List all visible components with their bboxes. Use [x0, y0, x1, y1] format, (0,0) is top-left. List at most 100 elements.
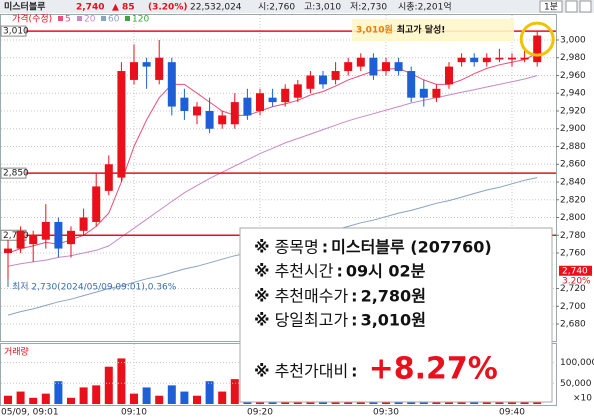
y-tick-label: 2,780 — [560, 231, 586, 241]
candle-body — [470, 57, 479, 63]
price-line-box — [0, 167, 27, 179]
x-tick-label: 09:10 — [121, 408, 147, 418]
candle-body — [67, 230, 75, 245]
price-line-box — [0, 25, 27, 37]
change: ▲ 85 — [112, 3, 135, 13]
y-tick-label: 2,760 — [560, 249, 586, 259]
volume-bar — [16, 391, 25, 404]
volume-bar — [130, 393, 138, 404]
info-value: 미스터블루 (207760) — [331, 238, 492, 257]
candle-body — [331, 71, 340, 80]
volume-bar — [218, 391, 227, 404]
candle-body — [130, 62, 138, 80]
info-label: 종목명 — [275, 238, 319, 257]
price-line-label: 2,780 — [3, 231, 29, 241]
candle-body — [482, 57, 491, 63]
candle-body — [533, 35, 542, 63]
volume-bar — [79, 387, 88, 404]
info-label: 추천시간 — [275, 262, 334, 281]
candle-body — [243, 97, 252, 116]
info-separator: : — [351, 287, 357, 306]
legend-label: 5 — [65, 15, 71, 25]
candle-body — [167, 62, 176, 107]
candle-body — [407, 71, 416, 98]
y-tick-label: 2,940 — [560, 89, 586, 99]
candle-body — [205, 110, 214, 129]
volume-bar — [193, 395, 201, 404]
x-tick-label: 09:20 — [247, 408, 273, 418]
candle-body — [16, 230, 25, 249]
button[interactable] — [565, 0, 578, 13]
candle-body — [495, 57, 504, 60]
volume-tick-label: 50,000 — [560, 379, 592, 389]
market-cap: 시총:2,201억 — [398, 1, 452, 13]
info-label: 추천매수가 — [275, 287, 349, 306]
y-tick-label: 2,860 — [560, 160, 586, 170]
candle-body — [344, 62, 353, 72]
low-annotation: 최저 2,730(2024/05/09,09:01),0.36% — [12, 282, 177, 293]
info-bullet: ※ — [254, 262, 270, 281]
x-tick-label: 09:30 — [373, 408, 399, 418]
legend-label: 60 — [108, 15, 120, 25]
callout-value: 3,010원 — [356, 24, 393, 36]
y-tick-label: 2,880 — [560, 142, 586, 152]
rate: (3.20%) — [148, 3, 187, 13]
legend-label: 120 — [132, 15, 149, 25]
volume-bar — [41, 393, 50, 404]
volume-title: 거래량 — [4, 346, 29, 358]
info-separator: : — [351, 311, 357, 330]
info-bullet: ※ — [254, 362, 270, 381]
info-bullet: ※ — [254, 287, 270, 306]
high-price: 고:3,010 — [304, 3, 341, 13]
volume-bar — [67, 397, 75, 404]
info-label: 당일최고가 — [275, 311, 349, 330]
candle-body — [319, 75, 327, 85]
current-change-label: 3.20% — [562, 276, 591, 286]
y-tick-label: 2,960 — [560, 71, 586, 81]
info-value: 2,780원 — [361, 287, 426, 306]
candle-body — [256, 93, 264, 111]
candle-body — [306, 75, 315, 89]
volume-bar — [104, 366, 113, 404]
info-label: 추천가대비 — [275, 362, 349, 381]
moving-average-line — [7, 75, 538, 267]
volume-bar — [4, 395, 12, 404]
candle-body — [356, 57, 365, 67]
current-price-box — [559, 265, 592, 276]
volume-bar — [142, 387, 151, 404]
volume-tick-label: 100,000 — [560, 358, 594, 368]
legend-swatch — [58, 16, 63, 21]
volume-bar — [29, 397, 38, 404]
volume-bar — [155, 395, 164, 404]
info-value: +8.27% — [369, 352, 498, 387]
y-tick-label: 2,800 — [560, 213, 586, 223]
y-tick-label: 2,720 — [560, 284, 586, 294]
callout-bg — [352, 19, 514, 41]
legend-swatch — [77, 16, 82, 21]
info-value: 3,010원 — [361, 311, 426, 330]
candle-body — [193, 106, 201, 116]
candle-body — [79, 217, 88, 231]
volume-bar — [92, 385, 101, 404]
y-tick-label: 2,700 — [560, 302, 586, 312]
interval-button[interactable] — [539, 0, 563, 13]
y-tick-label: 2,820 — [560, 195, 586, 205]
price-line-box — [0, 229, 27, 241]
candle-body — [230, 102, 239, 125]
candle-body — [92, 186, 101, 222]
info-box — [239, 227, 553, 403]
price: 2,740 — [76, 3, 104, 13]
y-tick-label: 2,840 — [560, 178, 586, 188]
x-tick-label: 05/09, 09:01 — [1, 408, 59, 418]
legend-label: 20 — [84, 15, 96, 25]
candle-body — [180, 97, 189, 111]
candle-body — [54, 221, 63, 249]
candle-body — [117, 71, 126, 178]
interval[interactable]: 1분 — [544, 2, 558, 13]
x-tick-label: 09:40 — [499, 408, 525, 418]
button[interactable] — [579, 0, 592, 13]
legend-title: 가격(수정) — [12, 13, 52, 25]
info-bullet: ※ — [254, 238, 270, 257]
candle-body — [29, 235, 38, 245]
